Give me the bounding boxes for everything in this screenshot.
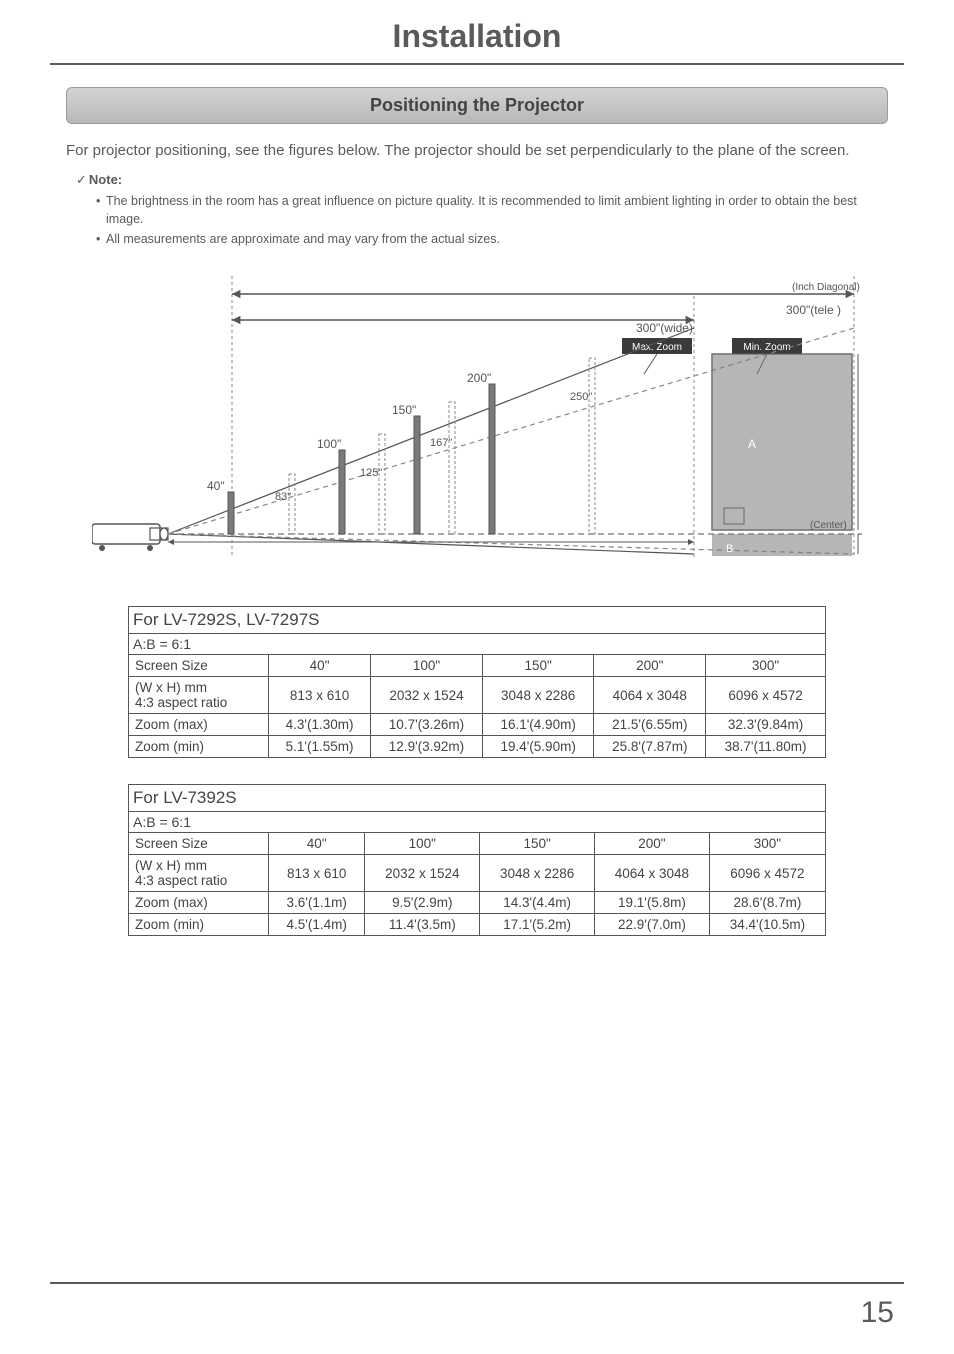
wh-cell: 6096 x 4572 <box>706 677 826 714</box>
zoom-cell: 22.9'(7.0m) <box>595 914 710 936</box>
beam-wide-top <box>168 328 694 534</box>
svg-text:100": 100" <box>317 437 341 451</box>
size-cell: 40" <box>269 655 371 677</box>
footer-rule <box>50 1282 904 1284</box>
zoom-cell: 5.1'(1.55m) <box>269 736 371 758</box>
zoom-cell: 25.8'(7.87m) <box>594 736 706 758</box>
size-cell: 40" <box>269 833 365 855</box>
zoom-min-label: Zoom (min) <box>129 914 269 936</box>
throw-table-2: For LV-7392S A:B = 6:1 Screen Size 40" 1… <box>128 784 826 936</box>
intro-text: For projector positioning, see the figur… <box>66 140 888 162</box>
screen-size-label: Screen Size <box>129 655 269 677</box>
zoom-cell: 34.4'(10.5m) <box>709 914 825 936</box>
zoom-cell: 4.5'(1.4m) <box>269 914 365 936</box>
a-label-over: A <box>748 437 756 451</box>
note-item: All measurements are approximate and may… <box>96 230 884 248</box>
zoom-cell: 12.9'(3.92m) <box>371 736 483 758</box>
zoom-cell: 28.6'(8.7m) <box>709 892 825 914</box>
table2-ratio: A:B = 6:1 <box>129 812 826 833</box>
size-cell: 150" <box>480 833 595 855</box>
throw-diagram: (Inch Diagonal) 300"(wide) 300"(tele ) M… <box>66 276 888 576</box>
svg-text:40": 40" <box>207 479 225 493</box>
inch-diagonal-label: (Inch Diagonal) <box>792 282 860 293</box>
size-cell: 100" <box>365 833 480 855</box>
zoom-cell: 19.4'(5.90m) <box>482 736 594 758</box>
size-cell: 300" <box>706 655 826 677</box>
zoom-min-label: Zoom (min) <box>129 736 269 758</box>
svg-text:150": 150" <box>392 403 416 417</box>
page-number: 15 <box>861 1296 894 1330</box>
zoom-cell: 17.1'(5.2m) <box>480 914 595 936</box>
note-label: Note: <box>76 172 904 188</box>
note-item: The brightness in the room has a great i… <box>96 192 884 228</box>
svg-text:250": 250" <box>570 391 592 403</box>
zoom-cell: 32.3'(9.84m) <box>706 714 826 736</box>
zoom-cell: 4.3'(1.30m) <box>269 714 371 736</box>
wh-label-2: 4:3 aspect ratio <box>135 695 227 710</box>
wh-cell: 3048 x 2286 <box>480 855 595 892</box>
projector-icon <box>92 524 168 551</box>
zoom-cell: 19.1'(5.8m) <box>595 892 710 914</box>
wh-cell: 813 x 610 <box>269 677 371 714</box>
page-title: Installation <box>50 18 904 55</box>
table1-ratio: A:B = 6:1 <box>129 634 826 655</box>
zoom-cell: 16.1'(4.90m) <box>482 714 594 736</box>
zoom-cell: 11.4'(3.5m) <box>365 914 480 936</box>
wide-label: 300"(wide) <box>636 321 693 335</box>
center-label: (Center) <box>810 520 847 531</box>
notes-list: The brightness in the room has a great i… <box>96 192 884 248</box>
size-cell: 100" <box>371 655 483 677</box>
size-cell: 200" <box>595 833 710 855</box>
beam-wide-bot <box>168 534 694 554</box>
zoom-cell: 3.6'(1.1m) <box>269 892 365 914</box>
size-cell: 150" <box>482 655 594 677</box>
min-zoom-text: Min. Zoom <box>743 342 790 353</box>
svg-text:125": 125" <box>360 467 382 479</box>
tele-label: 300"(tele ) <box>786 303 841 317</box>
table1-title: For LV-7292S, LV-7297S <box>129 607 826 634</box>
svg-text:167": 167" <box>430 437 452 449</box>
wh-label: (W x H) mm 4:3 aspect ratio <box>129 677 269 714</box>
zoom-max-label: Zoom (max) <box>129 714 269 736</box>
panel-shade <box>712 354 852 530</box>
screen-size-label: Screen Size <box>129 833 269 855</box>
throw-table-1: For LV-7292S, LV-7297S A:B = 6:1 Screen … <box>128 606 826 758</box>
section-title-bar: Positioning the Projector <box>66 87 888 124</box>
zoom-cell: 14.3'(4.4m) <box>480 892 595 914</box>
table2-title: For LV-7392S <box>129 785 826 812</box>
wh-cell: 6096 x 4572 <box>709 855 825 892</box>
wh-cell: 3048 x 2286 <box>482 677 594 714</box>
max-zoom-text: Max. Zoom <box>632 342 682 353</box>
wh-cell: 4064 x 3048 <box>594 677 706 714</box>
svg-text:200": 200" <box>467 371 491 385</box>
wh-label-2: 4:3 aspect ratio <box>135 873 227 888</box>
b-label: B <box>726 543 733 555</box>
size-cell: 200" <box>594 655 706 677</box>
wh-cell: 2032 x 1524 <box>365 855 480 892</box>
wh-cell: 4064 x 3048 <box>595 855 710 892</box>
wh-label-1: (W x H) mm <box>135 858 207 873</box>
wh-cell: 813 x 610 <box>269 855 365 892</box>
wh-cell: 2032 x 1524 <box>371 677 483 714</box>
zoom-cell: 10.7'(3.26m) <box>371 714 483 736</box>
zoom-max-label: Zoom (max) <box>129 892 269 914</box>
throw-diagram-svg: (Inch Diagonal) 300"(wide) 300"(tele ) M… <box>92 276 862 576</box>
zoom-cell: 21.5'(6.55m) <box>594 714 706 736</box>
badge-leader <box>644 354 657 374</box>
svg-text:83": 83" <box>275 491 291 503</box>
wh-label: (W x H) mm 4:3 aspect ratio <box>129 855 269 892</box>
size-cell: 300" <box>709 833 825 855</box>
zoom-cell: 9.5'(2.9m) <box>365 892 480 914</box>
title-rule <box>50 63 904 65</box>
zoom-cell: 38.7'(11.80m) <box>706 736 826 758</box>
wh-label-1: (W x H) mm <box>135 680 207 695</box>
